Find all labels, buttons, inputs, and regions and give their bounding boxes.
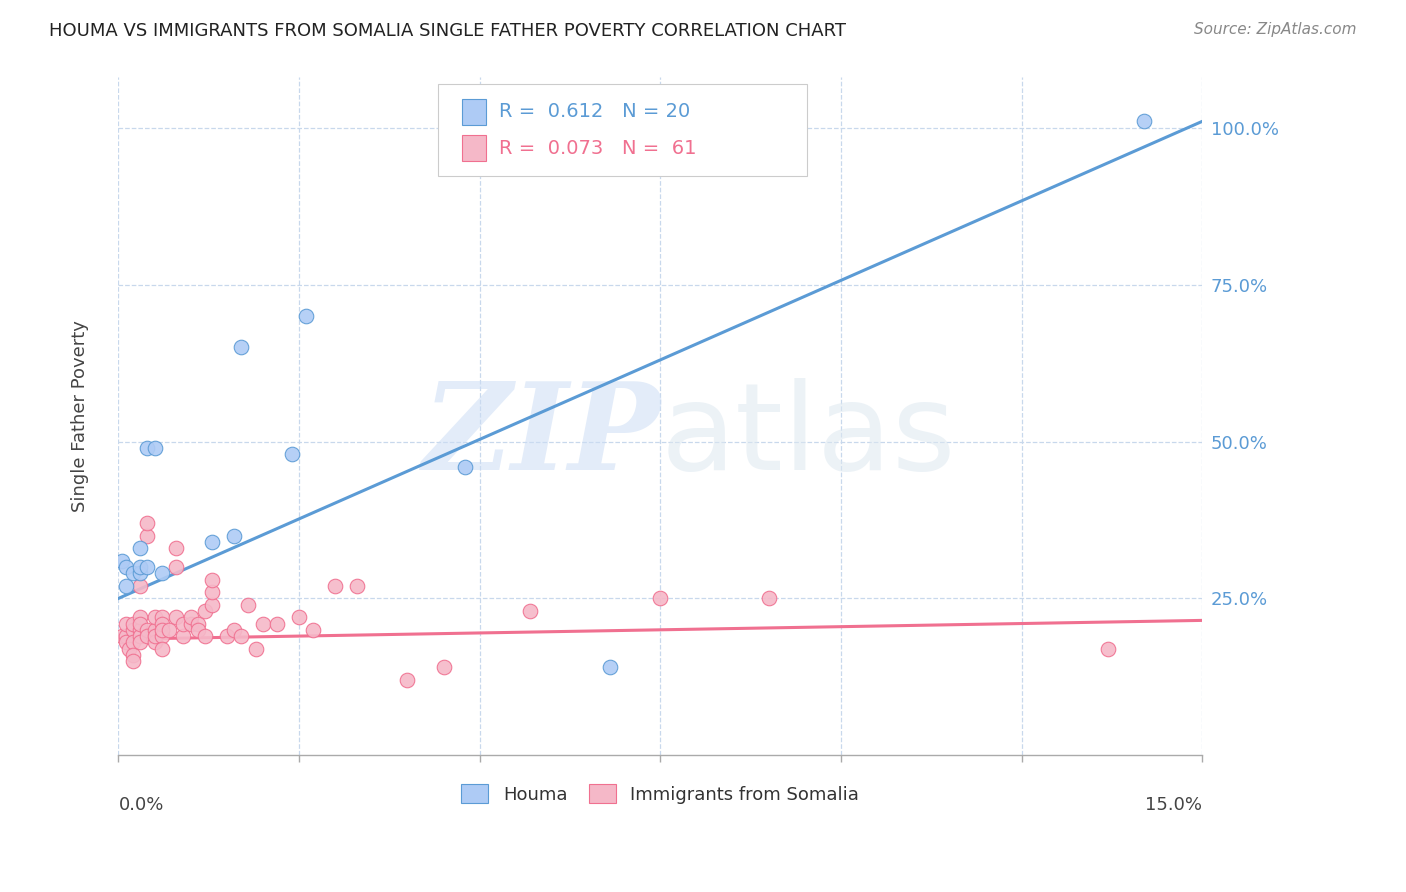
Point <box>129 560 152 574</box>
Point <box>143 629 166 643</box>
Point <box>129 623 152 637</box>
Point <box>238 598 260 612</box>
Point <box>172 629 194 643</box>
Point <box>172 616 194 631</box>
Point <box>650 591 672 606</box>
Point <box>150 629 173 643</box>
Point <box>1133 114 1156 128</box>
Text: HOUMA VS IMMIGRANTS FROM SOMALIA SINGLE FATHER POVERTY CORRELATION CHART: HOUMA VS IMMIGRANTS FROM SOMALIA SINGLE … <box>49 22 846 40</box>
Point <box>302 623 325 637</box>
Point <box>187 616 209 631</box>
Point <box>215 629 238 643</box>
Point <box>150 616 173 631</box>
Point <box>432 660 454 674</box>
Point <box>1097 641 1119 656</box>
Text: ZIP: ZIP <box>422 377 661 496</box>
Point <box>111 554 134 568</box>
Point <box>129 579 152 593</box>
Point <box>129 541 152 556</box>
Point <box>758 591 780 606</box>
Point <box>454 459 477 474</box>
Point <box>118 641 141 656</box>
Point <box>150 566 173 581</box>
Point <box>114 635 136 649</box>
Point <box>231 340 253 354</box>
Point <box>323 579 346 593</box>
Point <box>266 616 288 631</box>
Point <box>245 641 267 656</box>
FancyBboxPatch shape <box>463 136 486 161</box>
Point <box>136 560 159 574</box>
Point <box>129 566 152 581</box>
Point <box>136 623 159 637</box>
Point <box>143 635 166 649</box>
Point <box>114 579 136 593</box>
FancyBboxPatch shape <box>463 99 486 125</box>
Point <box>201 598 224 612</box>
Point <box>187 623 209 637</box>
Point <box>165 610 187 624</box>
Point <box>252 616 274 631</box>
Point <box>157 623 180 637</box>
Point <box>201 573 224 587</box>
Point <box>111 629 134 643</box>
Point <box>121 616 143 631</box>
Point <box>295 309 318 323</box>
Point <box>143 610 166 624</box>
Point <box>222 529 245 543</box>
Point <box>136 629 159 643</box>
Point <box>114 629 136 643</box>
Text: R =  0.073   N =  61: R = 0.073 N = 61 <box>499 139 696 158</box>
Point <box>136 529 159 543</box>
Point <box>779 114 801 128</box>
Point <box>165 541 187 556</box>
Point <box>396 673 419 687</box>
Text: 0.0%: 0.0% <box>118 796 163 814</box>
Point <box>150 641 173 656</box>
Point <box>194 629 217 643</box>
Point <box>121 635 143 649</box>
Point <box>281 447 304 461</box>
FancyBboxPatch shape <box>439 84 807 176</box>
Text: R =  0.612   N = 20: R = 0.612 N = 20 <box>499 103 690 121</box>
Point <box>346 579 368 593</box>
Point <box>150 610 173 624</box>
Point <box>231 629 253 643</box>
Point <box>201 535 224 549</box>
Point <box>129 635 152 649</box>
Legend: Houma, Immigrants from Somalia: Houma, Immigrants from Somalia <box>454 777 866 811</box>
Point <box>129 629 152 643</box>
Text: atlas: atlas <box>661 378 956 495</box>
Point <box>121 648 143 662</box>
Point <box>150 623 173 637</box>
Point <box>143 623 166 637</box>
Point <box>136 516 159 530</box>
Point <box>114 560 136 574</box>
Point <box>143 441 166 455</box>
Point <box>599 660 621 674</box>
Text: Source: ZipAtlas.com: Source: ZipAtlas.com <box>1194 22 1357 37</box>
Point <box>114 616 136 631</box>
Point <box>201 585 224 599</box>
Point <box>165 560 187 574</box>
Point <box>121 654 143 668</box>
Point <box>519 604 541 618</box>
Point <box>129 610 152 624</box>
Point <box>129 616 152 631</box>
Text: Single Father Poverty: Single Father Poverty <box>72 320 90 512</box>
Point <box>121 623 143 637</box>
Point <box>194 604 217 618</box>
Point <box>222 623 245 637</box>
Point <box>180 610 202 624</box>
Point <box>180 616 202 631</box>
Point <box>121 566 143 581</box>
Point <box>288 610 311 624</box>
Point <box>136 441 159 455</box>
Text: 15.0%: 15.0% <box>1144 796 1202 814</box>
